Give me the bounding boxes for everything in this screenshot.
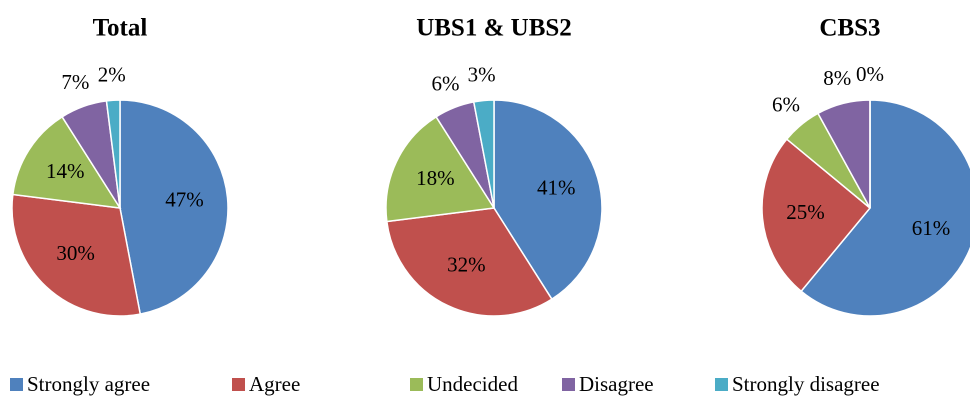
data-label: 41% <box>537 176 576 200</box>
data-label: 14% <box>46 159 85 183</box>
legend-swatch <box>410 378 423 391</box>
pie-slice <box>761 138 872 293</box>
legend-label: Agree <box>249 372 300 396</box>
legend-label: Strongly agree <box>27 372 150 396</box>
pie-slice <box>386 207 553 317</box>
legend-swatch <box>10 378 23 391</box>
pie-slice <box>119 99 229 315</box>
chart-title: UBS1 & UBS2 <box>416 15 572 42</box>
data-label: 8% <box>823 66 851 90</box>
legend-label: Strongly disagree <box>732 372 880 396</box>
pie-slice <box>11 193 142 317</box>
chart-title: CBS3 <box>819 15 880 42</box>
data-label: 6% <box>431 71 459 95</box>
pie-slice <box>12 115 122 209</box>
data-label: 32% <box>447 252 486 276</box>
data-label: 2% <box>98 62 126 86</box>
data-label: 25% <box>786 200 825 224</box>
data-label: 47% <box>165 188 204 212</box>
legend-swatch <box>715 378 728 391</box>
pie-slice <box>800 99 970 317</box>
legend-swatch <box>232 378 245 391</box>
chart-title: Total <box>93 15 148 42</box>
pie-slice <box>472 99 495 209</box>
data-label: 7% <box>61 70 89 94</box>
legend-label: Disagree <box>579 372 654 396</box>
pie-slice <box>385 115 496 223</box>
data-label: 6% <box>772 92 800 116</box>
data-label: 18% <box>416 166 455 190</box>
pie-slice <box>105 99 121 209</box>
data-label: 0% <box>856 62 884 86</box>
legend-label: Undecided <box>427 372 518 396</box>
data-label: 3% <box>468 63 496 87</box>
legend-swatch <box>562 378 575 391</box>
data-label: 61% <box>912 216 951 240</box>
data-label: 30% <box>56 241 95 265</box>
